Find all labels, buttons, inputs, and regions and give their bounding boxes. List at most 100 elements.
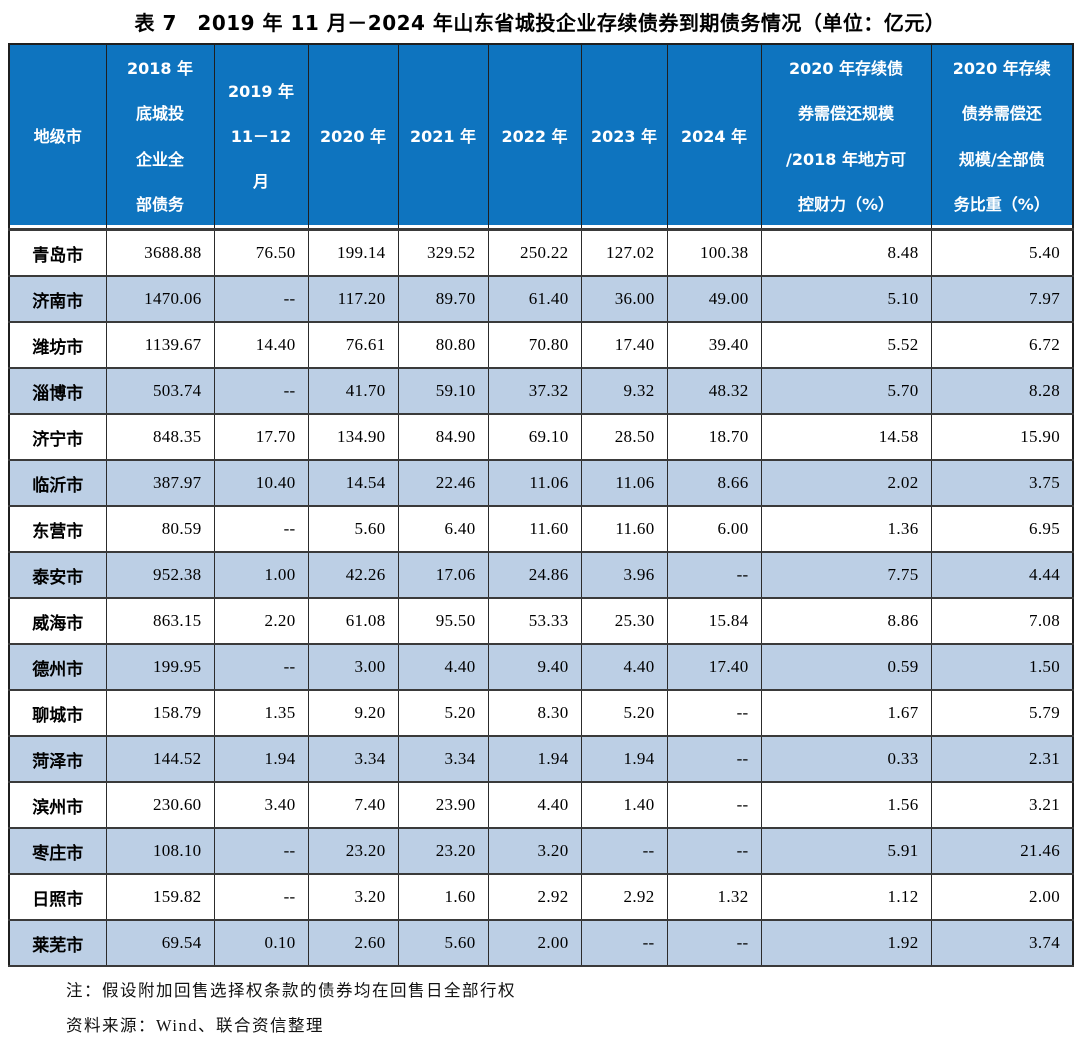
value-cell: 11.60	[487, 506, 582, 553]
table-row: 青岛市 3688.88 76.50 199.14 329.52 250.22 127.02 1…	[8, 229, 1074, 277]
table-title: 表 7 2019 年 11 月－2024 年山东省城投企业存续债券到期债务情况（…	[134, 11, 946, 35]
value-cell: 39.40	[666, 322, 762, 369]
value-cell: 9.40	[487, 644, 582, 691]
value-cell: --	[580, 828, 668, 875]
table-row: 济宁市 848.35 17.70 134.90 84.90 69.10 28.50 18.70…	[8, 414, 1074, 461]
header-cell-7: 2024 年	[666, 44, 762, 231]
value-cell: 76.50	[213, 229, 309, 277]
value-cell: 2.31	[930, 736, 1074, 783]
value-cell: --	[666, 690, 762, 737]
value-cell: 4.44	[930, 552, 1074, 599]
value-cell: 8.66	[666, 460, 762, 507]
value-cell: --	[666, 782, 762, 829]
value-cell: 1.67	[760, 690, 932, 737]
value-cell: 5.52	[760, 322, 932, 369]
value-cell: 117.20	[307, 276, 399, 323]
value-cell: 952.38	[105, 552, 215, 599]
value-cell: 37.32	[487, 368, 582, 415]
value-cell: 23.90	[397, 782, 489, 829]
table-row: 滨州市 230.60 3.40 7.40 23.90 4.40 1.40 -- 1.56 3.21	[8, 782, 1074, 829]
value-cell: 6.40	[397, 506, 489, 553]
value-cell: 3.20	[487, 828, 582, 875]
table-row: 淄博市 503.74 -- 41.70 59.10 37.32 9.32 48.32 5.70 8…	[8, 368, 1074, 415]
header-row: 地级市 2018 年 底城投 企业全 部债务 2019 年 11－12 月 2020 …	[8, 44, 1074, 231]
value-cell: 3.34	[307, 736, 399, 783]
value-cell: 22.46	[397, 460, 489, 507]
value-cell: 0.33	[760, 736, 932, 783]
table-row: 枣庄市 108.10 -- 23.20 23.20 3.20 -- -- 5.91 21.46	[8, 828, 1074, 875]
value-cell: 11.06	[487, 460, 582, 507]
value-cell: --	[213, 276, 309, 323]
value-cell: 4.40	[580, 644, 668, 691]
value-cell: 0.59	[760, 644, 932, 691]
value-cell: 9.32	[580, 368, 668, 415]
value-cell: 8.48	[760, 229, 932, 277]
value-cell: 61.08	[307, 598, 399, 645]
value-cell: 6.72	[930, 322, 1074, 369]
value-cell: 7.08	[930, 598, 1074, 645]
value-cell: 1.35	[213, 690, 309, 737]
city-cell: 滨州市	[8, 782, 107, 829]
value-cell: 25.30	[580, 598, 668, 645]
city-cell: 青岛市	[8, 229, 107, 277]
value-cell: 95.50	[397, 598, 489, 645]
value-cell: 159.82	[105, 874, 215, 921]
table-row: 临沂市 387.97 10.40 14.54 22.46 11.06 11.06 8.66 2.…	[8, 460, 1074, 507]
value-cell: 14.54	[307, 460, 399, 507]
value-cell: 42.26	[307, 552, 399, 599]
value-cell: 36.00	[580, 276, 668, 323]
value-cell: 3.75	[930, 460, 1074, 507]
city-cell: 德州市	[8, 644, 107, 691]
table-row: 德州市 199.95 -- 3.00 4.40 9.40 4.40 17.40 0.59 1.50	[8, 644, 1074, 691]
value-cell: 80.80	[397, 322, 489, 369]
value-cell: 5.79	[930, 690, 1074, 737]
value-cell: 230.60	[105, 782, 215, 829]
value-cell: 2.92	[487, 874, 582, 921]
table-row: 威海市 863.15 2.20 61.08 95.50 53.33 25.30 15.84 8.…	[8, 598, 1074, 645]
debt-table: 地级市 2018 年 底城投 企业全 部债务 2019 年 11－12 月 2020 …	[8, 43, 1074, 967]
header-cell-9: 2020 年存续 债券需偿还 规模/全部债 务比重（%）	[930, 44, 1074, 231]
table-footnotes: 注：假设附加回售选择权条款的债券均在回售日全部行权 资料来源：Wind、联合资信…	[66, 977, 1080, 1036]
header-cell-1: 2018 年 底城投 企业全 部债务	[105, 44, 215, 231]
table-row: 济南市 1470.06 -- 117.20 89.70 61.40 36.00 49.00 5.…	[8, 276, 1074, 323]
value-cell: --	[666, 828, 762, 875]
value-cell: 3.74	[930, 920, 1074, 967]
value-cell: 4.40	[397, 644, 489, 691]
data-source-note: 资料来源：Wind、联合资信整理	[66, 1016, 324, 1035]
value-cell: 15.84	[666, 598, 762, 645]
value-cell: 80.59	[105, 506, 215, 553]
value-cell: 863.15	[105, 598, 215, 645]
value-cell: 1.56	[760, 782, 932, 829]
value-cell: 89.70	[397, 276, 489, 323]
header-cell-6: 2023 年	[580, 44, 668, 231]
value-cell: 3.34	[397, 736, 489, 783]
assumption-note: 注：假设附加回售选择权条款的债券均在回售日全部行权	[66, 981, 516, 1000]
value-cell: 848.35	[105, 414, 215, 461]
value-cell: 84.90	[397, 414, 489, 461]
value-cell: 17.06	[397, 552, 489, 599]
value-cell: 28.50	[580, 414, 668, 461]
header-cell-3: 2020 年	[307, 44, 399, 231]
value-cell: 5.91	[760, 828, 932, 875]
value-cell: 2.20	[213, 598, 309, 645]
value-cell: --	[213, 368, 309, 415]
value-cell: 134.90	[307, 414, 399, 461]
value-cell: 5.70	[760, 368, 932, 415]
value-cell: 21.46	[930, 828, 1074, 875]
value-cell: 1470.06	[105, 276, 215, 323]
value-cell: 17.40	[666, 644, 762, 691]
value-cell: 5.40	[930, 229, 1074, 277]
city-cell: 潍坊市	[8, 322, 107, 369]
value-cell: 10.40	[213, 460, 309, 507]
city-cell: 济宁市	[8, 414, 107, 461]
value-cell: 2.92	[580, 874, 668, 921]
value-cell: 59.10	[397, 368, 489, 415]
value-cell: 1.94	[213, 736, 309, 783]
table-row: 菏泽市 144.52 1.94 3.34 3.34 1.94 1.94 -- 0.33 2.31	[8, 736, 1074, 783]
value-cell: 1.60	[397, 874, 489, 921]
value-cell: 3.40	[213, 782, 309, 829]
value-cell: 1.94	[580, 736, 668, 783]
value-cell: 1.12	[760, 874, 932, 921]
value-cell: 2.02	[760, 460, 932, 507]
value-cell: 2.00	[930, 874, 1074, 921]
